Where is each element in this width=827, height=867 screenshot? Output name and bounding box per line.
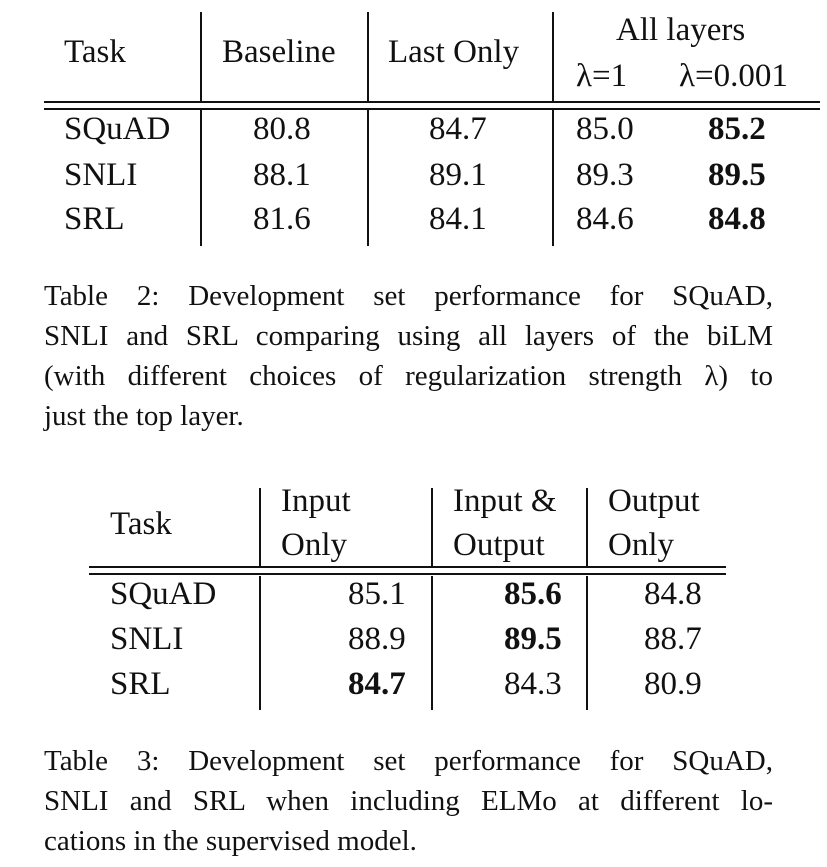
table3-header-input-output-2: Output xyxy=(453,527,545,563)
table2-row-1-last-only: 84.7 xyxy=(429,111,487,147)
table2-vrule-3-body xyxy=(552,110,554,246)
table2-row-3-baseline: 81.6 xyxy=(253,201,311,237)
table3-row-2-input-only: 88.9 xyxy=(348,621,406,657)
table2-header-last-only: Last Only xyxy=(388,34,520,70)
table3-vrule-2-body xyxy=(431,576,433,710)
table3-row-1-task: SQuAD xyxy=(110,576,217,612)
table3-row-3-output-only: 80.9 xyxy=(644,666,702,702)
table2-header-all-layers: All layers xyxy=(616,12,746,48)
table3-row-2-task: SNLI xyxy=(110,621,184,657)
table3-row-1-output-only: 84.8 xyxy=(644,576,702,612)
table2-caption-line-2: SNLI and SRL comparing using all layers … xyxy=(44,320,773,352)
table2-row-2-task: SNLI xyxy=(64,157,138,193)
table3-header-output-only-1: Output xyxy=(608,483,700,519)
table3-row-1-input-output: 85.6 xyxy=(504,576,562,612)
table2-vrule-3 xyxy=(552,12,554,102)
table2-header-rule-top xyxy=(44,101,820,103)
table2-row-3-lambda1: 84.6 xyxy=(576,201,634,237)
table3-row-1-input-only: 85.1 xyxy=(348,576,406,612)
table3-row-3-task: SRL xyxy=(110,666,171,702)
table3-row-2-output-only: 88.7 xyxy=(644,621,702,657)
table2-vrule-2-body xyxy=(367,110,369,246)
table2-row-1-lambda0001: 85.2 xyxy=(708,111,766,147)
table2-row-3-lambda0001: 84.8 xyxy=(708,201,766,237)
table2-row-1-lambda1: 85.0 xyxy=(576,111,634,147)
table3-header-input-output-1: Input & xyxy=(453,483,557,519)
table2-header-rule-bottom xyxy=(44,108,820,110)
table3-vrule-1 xyxy=(259,488,261,568)
table2-vrule-1-body xyxy=(200,110,202,246)
table3-header-input-only-1: Input xyxy=(281,483,351,519)
table2-header-lambda-0001: λ=0.001 xyxy=(679,58,788,94)
table2-row-3-last-only: 84.1 xyxy=(429,201,487,237)
table2-caption-line-3: (with different choices of regularizatio… xyxy=(44,360,773,392)
table2-header-baseline: Baseline xyxy=(222,34,336,70)
table2-caption: Table 2: Development set performance for… xyxy=(44,276,773,436)
table2-row-1-baseline: 80.8 xyxy=(253,111,311,147)
table2-caption-line-1: Table 2: Development set performance for… xyxy=(44,280,773,312)
table2-vrule-1 xyxy=(200,12,202,102)
table2-caption-line-4: just the top layer. xyxy=(44,400,244,432)
table3-header-task: Task xyxy=(110,506,172,542)
table3-header-input-only-2: Only xyxy=(281,527,347,563)
table2-row-2-lambda0001: 89.5 xyxy=(708,157,766,193)
table2-row-2-baseline: 88.1 xyxy=(253,157,311,193)
table3-vrule-1-body xyxy=(259,576,261,710)
table3-caption-line-3: cations in the supervised model. xyxy=(44,825,417,857)
table2-header-task: Task xyxy=(64,34,126,70)
table3-vrule-3-body xyxy=(586,576,588,710)
table2-row-2-lambda1: 89.3 xyxy=(576,157,634,193)
table3-vrule-2 xyxy=(431,488,433,568)
table3-header-rule-top xyxy=(89,566,726,568)
table3-vrule-3 xyxy=(586,488,588,568)
table2-row-3-task: SRL xyxy=(64,201,125,237)
table2-vrule-2 xyxy=(367,12,369,102)
table2-header-lambda-1: λ=1 xyxy=(576,58,628,94)
table3-caption-line-1: Table 3: Development set performance for… xyxy=(44,745,773,777)
table2-row-2-last-only: 89.1 xyxy=(429,157,487,193)
table3-row-3-input-output: 84.3 xyxy=(504,666,562,702)
table2-row-1-task: SQuAD xyxy=(64,111,171,147)
table3-header-output-only-2: Only xyxy=(608,527,674,563)
table3-row-2-input-output: 89.5 xyxy=(504,621,562,657)
table3-header-rule-bottom xyxy=(89,573,726,575)
table3-row-3-input-only: 84.7 xyxy=(348,666,406,702)
table3-caption-line-2: SNLI and SRL when including ELMo at diff… xyxy=(44,785,773,817)
table3-caption: Table 3: Development set performance for… xyxy=(44,741,773,861)
